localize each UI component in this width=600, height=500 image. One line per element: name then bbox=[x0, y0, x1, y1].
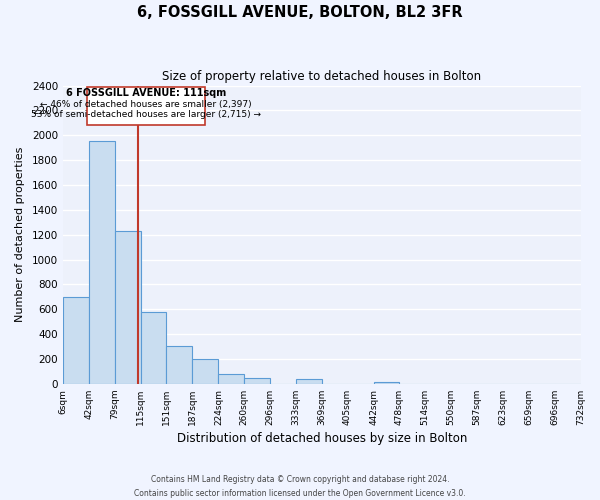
Bar bbox=[115, 231, 141, 384]
Bar bbox=[141, 312, 166, 384]
Bar bbox=[374, 382, 400, 384]
Text: Contains HM Land Registry data © Crown copyright and database right 2024.
Contai: Contains HM Land Registry data © Crown c… bbox=[134, 476, 466, 498]
Text: 53% of semi-detached houses are larger (2,715) →: 53% of semi-detached houses are larger (… bbox=[31, 110, 261, 119]
FancyBboxPatch shape bbox=[87, 88, 205, 124]
Text: 6, FOSSGILL AVENUE, BOLTON, BL2 3FR: 6, FOSSGILL AVENUE, BOLTON, BL2 3FR bbox=[137, 5, 463, 20]
Text: ← 46% of detached houses are smaller (2,397): ← 46% of detached houses are smaller (2,… bbox=[40, 100, 252, 108]
Y-axis label: Number of detached properties: Number of detached properties bbox=[15, 147, 25, 322]
Bar bbox=[296, 380, 322, 384]
Title: Size of property relative to detached houses in Bolton: Size of property relative to detached ho… bbox=[162, 70, 481, 83]
Bar bbox=[63, 297, 89, 384]
Bar bbox=[192, 359, 218, 384]
Bar bbox=[244, 378, 270, 384]
Text: 6 FOSSGILL AVENUE: 111sqm: 6 FOSSGILL AVENUE: 111sqm bbox=[66, 88, 226, 98]
Bar bbox=[166, 346, 192, 384]
Bar bbox=[218, 374, 244, 384]
X-axis label: Distribution of detached houses by size in Bolton: Distribution of detached houses by size … bbox=[176, 432, 467, 445]
Bar bbox=[89, 142, 115, 384]
